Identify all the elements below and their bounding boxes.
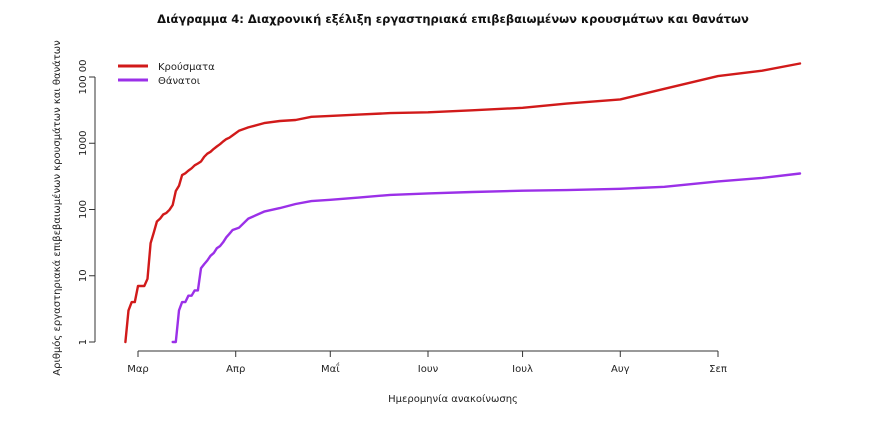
legend: Κρούσματα Θάνατοι bbox=[118, 61, 215, 87]
x-ticks: Μαρ Απρ Μαΐ Ιουν Ιουλ Αυγ Σεπ bbox=[127, 351, 727, 375]
x-tick-label: Αυγ bbox=[611, 364, 630, 375]
series-lines bbox=[124, 62, 802, 344]
x-axis-label: Ημερομηνία ανακοίνωσης bbox=[388, 393, 518, 405]
legend-label-cases: Κρούσματα bbox=[158, 61, 215, 73]
y-ticks: 1 10 100 1000 100 00 bbox=[78, 60, 95, 345]
x-tick-label: Μαρ bbox=[127, 364, 149, 375]
y-tick-label: 1000 bbox=[78, 131, 89, 156]
x-tick-label: Ιουν bbox=[418, 364, 439, 375]
chart-title: Διάγραμμα 4: Διαχρονική εξέλιξη εργαστηρ… bbox=[157, 12, 749, 26]
x-tick-label: Απρ bbox=[226, 364, 245, 375]
y-tick-label: 100 bbox=[78, 200, 89, 219]
y-tick-label: 1 bbox=[78, 339, 89, 345]
x-tick-label: Σεπ bbox=[709, 364, 727, 375]
series-line-cases bbox=[124, 62, 802, 344]
x-tick-label: Ιουλ bbox=[512, 364, 533, 375]
series-line-deaths bbox=[171, 172, 802, 344]
y-axis-label: Αριθμός εργαστηριακά επιβεβαιωμένων κρου… bbox=[51, 40, 63, 376]
y-tick-label: 10 bbox=[78, 269, 89, 282]
x-tick-label: Μαΐ bbox=[321, 361, 340, 375]
y-tick-label: 100 00 bbox=[78, 60, 89, 95]
legend-label-deaths: Θάνατοι bbox=[158, 75, 201, 87]
